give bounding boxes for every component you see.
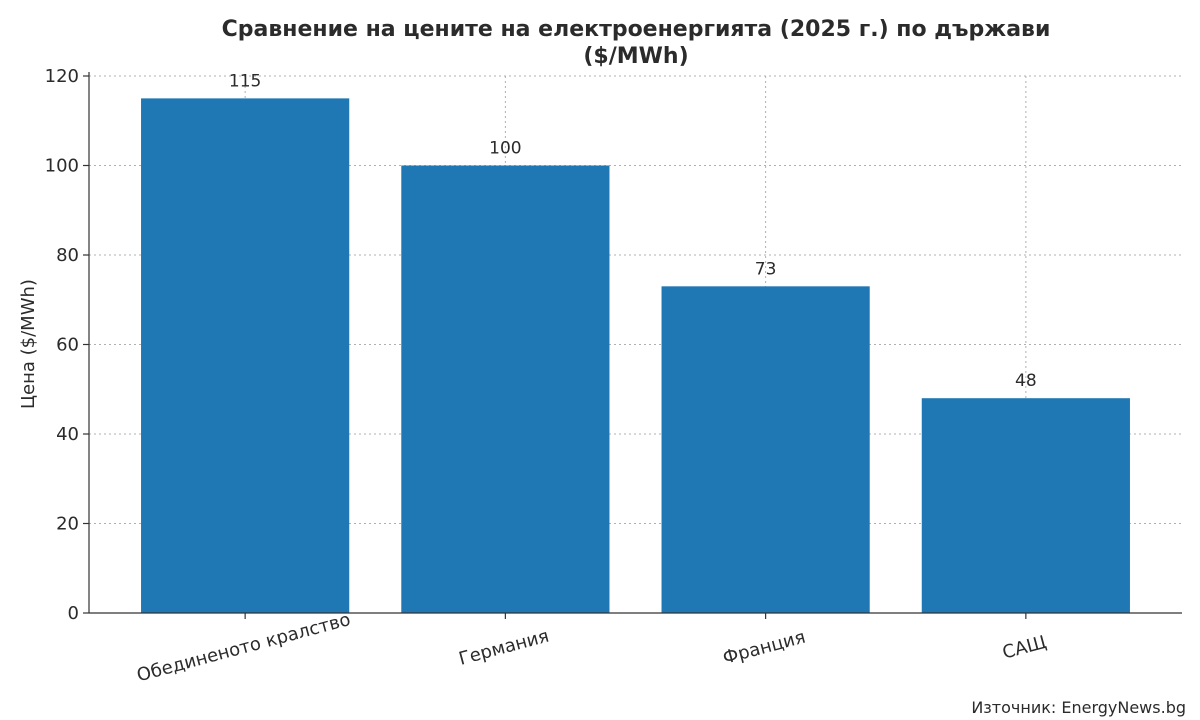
- bar-3: [921, 398, 1130, 613]
- data-label-2: 73: [755, 259, 777, 279]
- chart-title-line-1: Сравнение на цените на електроенергията …: [222, 17, 1051, 42]
- x-axis-ticks: Обединеното кралство Германия Франция САЩ: [135, 609, 1049, 686]
- data-label-3: 48: [1015, 371, 1037, 391]
- bar-1: [401, 165, 610, 613]
- x-tick-label-2: Франция: [721, 627, 808, 669]
- source-note: Източник: EnergyNews.bg: [971, 698, 1186, 717]
- data-label-1: 100: [489, 139, 521, 159]
- y-tick-label: 100: [45, 156, 79, 177]
- x-tick-label-3: САЩ: [1000, 632, 1048, 664]
- y-tick-label: 0: [68, 603, 79, 624]
- chart-title-line-2: ($/MWh): [583, 44, 688, 69]
- y-tick-label: 60: [56, 335, 79, 356]
- data-labels: 115 100 73 48: [229, 71, 1037, 391]
- data-label-0: 115: [229, 71, 261, 91]
- x-tick-label-1: Германия: [457, 626, 552, 670]
- y-tick-label: 80: [56, 245, 79, 266]
- y-axis-title: Цена ($/MWh): [18, 279, 39, 409]
- bars: [141, 98, 1130, 613]
- y-axis-ticks: 0 20 40 60 80 100 120: [45, 66, 89, 624]
- y-tick-label: 120: [45, 66, 79, 87]
- bar-0: [141, 98, 350, 613]
- y-tick-label: 20: [56, 514, 79, 535]
- bar-2: [661, 286, 870, 613]
- x-tick-label-0: Обединеното кралство: [135, 609, 353, 686]
- y-tick-label: 40: [56, 424, 79, 445]
